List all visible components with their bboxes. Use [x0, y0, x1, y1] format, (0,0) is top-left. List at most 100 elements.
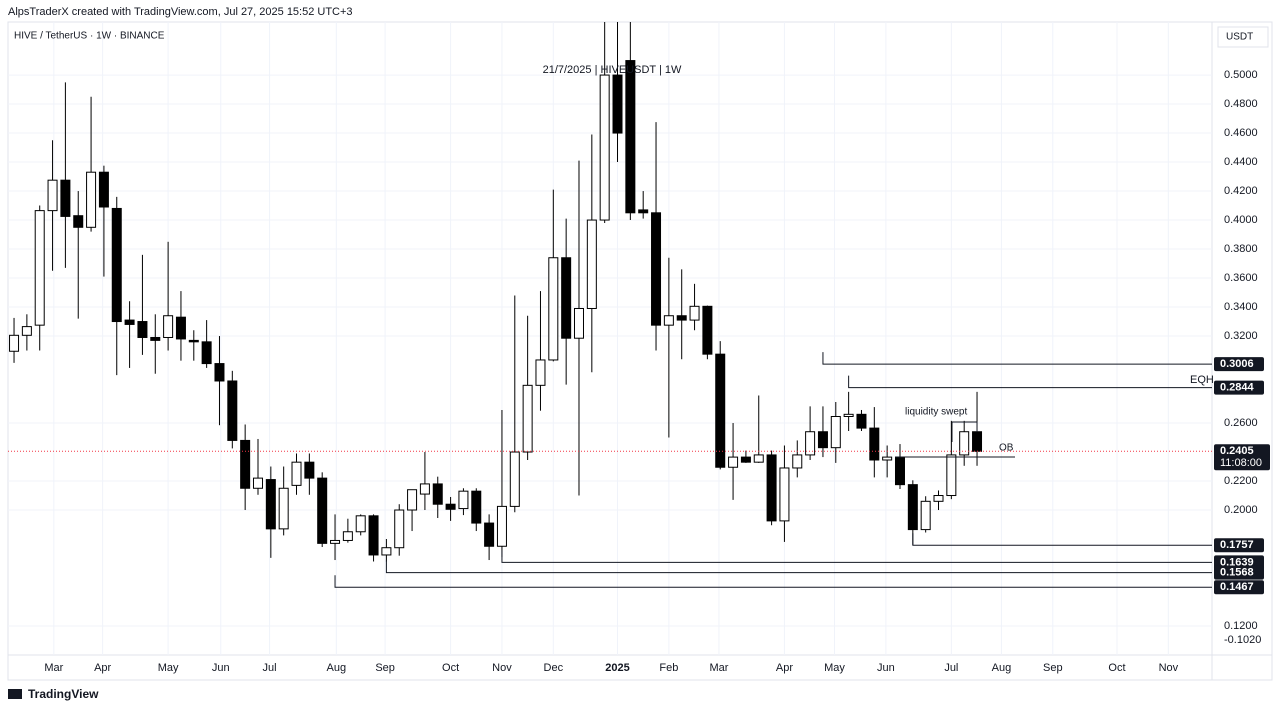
countdown: 11:08:00 [1220, 457, 1262, 469]
y-tick-label: 0.3200 [1224, 330, 1258, 342]
y-tick-label: 0.4600 [1224, 127, 1258, 139]
y-tick-label: 0.1200 [1224, 620, 1258, 632]
body [227, 380, 238, 441]
x-tick-label: Oct [442, 662, 459, 674]
y-tick-label: 0.4800 [1224, 98, 1258, 110]
body [573, 307, 584, 339]
logo [8, 689, 22, 699]
grid [8, 22, 1212, 655]
x-tick-label: Dec [544, 662, 564, 674]
body [445, 503, 456, 510]
body [458, 490, 469, 510]
y-tick-label: 0.2000 [1224, 504, 1258, 516]
y-tick-label: 0.3800 [1224, 243, 1258, 255]
x-tick-label: Jul [944, 662, 958, 674]
body [381, 547, 392, 556]
body [869, 427, 880, 461]
last-price-tag [1214, 444, 1270, 471]
level-tag [1214, 580, 1264, 595]
body [805, 431, 816, 456]
subtitle: 21/7/2025 | HIVEUSDT | 1W [543, 64, 682, 76]
body [304, 461, 315, 479]
body [651, 212, 662, 326]
body [817, 431, 828, 449]
body [471, 490, 482, 524]
body [368, 515, 379, 556]
last-price-label: 0.2405 [1220, 445, 1254, 457]
axis-unit: USDT [1226, 32, 1253, 43]
x-tick-label: Feb [659, 662, 678, 674]
body [111, 207, 122, 323]
annotation: EQH [1190, 374, 1214, 386]
body [920, 500, 931, 531]
x-tick-label: May [824, 662, 845, 674]
body [907, 484, 918, 531]
footer: TradingView [28, 687, 99, 701]
level-line [334, 575, 1212, 588]
body [740, 456, 751, 463]
body [535, 359, 546, 386]
level-line [385, 560, 1212, 574]
level-line [848, 375, 1212, 389]
body [34, 210, 45, 326]
level-label: 0.3006 [1220, 358, 1254, 370]
x-tick-label: Sep [1043, 662, 1063, 674]
body [150, 336, 161, 341]
y-tick-label: 0.2200 [1224, 475, 1258, 487]
body [894, 456, 905, 486]
body [561, 257, 572, 339]
body [753, 454, 764, 463]
body [676, 315, 687, 321]
body [330, 539, 341, 544]
y-tick-label: 0.2600 [1224, 417, 1258, 429]
body [856, 413, 867, 429]
body [830, 416, 841, 449]
body [407, 489, 418, 511]
body [124, 319, 135, 325]
body [163, 315, 174, 338]
header: AlpsTraderX created with TradingView.com… [8, 6, 353, 18]
x-tick-label: Nov [1159, 662, 1179, 674]
annotation: OB [999, 443, 1014, 454]
candles [9, 22, 983, 562]
body [728, 456, 739, 468]
body [98, 171, 109, 208]
body [342, 531, 353, 541]
body [548, 257, 559, 361]
x-tick-label: Aug [992, 662, 1012, 674]
y-tick-label: 0.4000 [1224, 214, 1258, 226]
y-tick-label: 0.4400 [1224, 156, 1258, 168]
body [47, 179, 58, 212]
body [715, 353, 726, 468]
x-tick-label: May [158, 662, 179, 674]
x-tick-label: Apr [776, 662, 793, 674]
level-label: 0.1639 [1220, 556, 1254, 568]
body [779, 467, 790, 522]
body [278, 487, 289, 530]
level-tag [1214, 380, 1264, 395]
body [522, 384, 533, 453]
body [689, 305, 700, 321]
x-tick-label: Jun [877, 662, 895, 674]
body [946, 454, 957, 497]
body [432, 483, 443, 505]
y-tick-label: 0.3400 [1224, 301, 1258, 313]
x-tick-label: Jun [212, 662, 230, 674]
level-line [912, 533, 1212, 546]
body [933, 495, 944, 502]
y-tick-label: 0.5000 [1224, 69, 1258, 81]
body [60, 179, 71, 217]
body [394, 509, 405, 549]
level-tag [1214, 538, 1264, 553]
x-tick-label: 2025 [605, 662, 629, 674]
body [663, 315, 674, 326]
body [419, 483, 430, 495]
symbol: HIVE / TetherUS · 1W · BINANCE [14, 31, 165, 42]
body [972, 431, 983, 452]
x-tick-label: Mar [44, 662, 63, 674]
level-label: 0.1757 [1220, 539, 1254, 551]
body [638, 209, 649, 214]
level-tag [1214, 357, 1264, 372]
body [265, 479, 276, 530]
